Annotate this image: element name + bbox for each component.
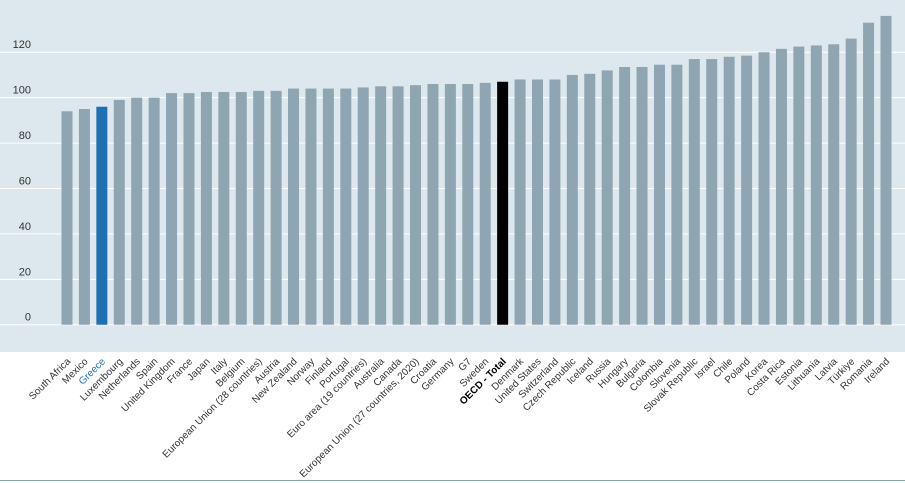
- bar-luxembourg: [113, 99, 125, 325]
- bar-south-africa: [61, 111, 73, 325]
- bar-colombia: [653, 64, 665, 325]
- bar-portugal: [340, 88, 352, 325]
- bar-italy: [218, 91, 230, 325]
- y-tick-label: 120: [13, 39, 31, 51]
- x-axis-labels: South AfricaMexicoGreeceLuxembourgNether…: [27, 356, 892, 480]
- bar-denmark: [514, 79, 526, 325]
- y-tick-label: 20: [19, 266, 31, 278]
- bar-t-rkiye: [845, 38, 857, 325]
- y-tick-label: 40: [19, 221, 31, 233]
- bar-netherlands: [131, 97, 143, 325]
- bar-mexico: [78, 109, 90, 325]
- bar-united-kingdom: [166, 93, 178, 325]
- bar-croatia: [427, 84, 439, 325]
- bar-austria: [270, 90, 282, 325]
- bar-greece: [96, 106, 108, 325]
- bar-japan: [200, 91, 212, 325]
- bar-australia: [375, 86, 387, 325]
- bar-bulgaria: [636, 66, 648, 325]
- bar-new-zealand: [288, 88, 300, 325]
- bar-israel: [706, 59, 718, 325]
- bar-costa-rica: [775, 48, 787, 325]
- y-tick-label: 100: [13, 85, 31, 97]
- bar-czech-republic: [566, 74, 578, 325]
- bar-spain: [148, 97, 160, 325]
- bar-switzerland: [549, 79, 561, 325]
- bar-united-states: [531, 79, 543, 325]
- bar-korea: [758, 52, 770, 325]
- bar-hungary: [619, 66, 631, 325]
- bar-lithuania: [810, 45, 822, 325]
- bar-slovak-republic: [688, 59, 700, 325]
- bar-chile: [723, 56, 735, 325]
- bar-latvia: [828, 44, 840, 325]
- bar-sweden: [479, 82, 491, 325]
- y-tick-label: 80: [19, 130, 31, 142]
- bars: [61, 15, 892, 325]
- bottom-rule: [0, 480, 905, 481]
- bar-g7: [462, 84, 474, 325]
- bar-slovenia: [671, 64, 683, 325]
- bar-iceland: [584, 73, 596, 325]
- bar-ireland: [880, 15, 892, 325]
- bar-canada: [392, 86, 404, 325]
- bar-russia: [601, 70, 613, 325]
- bar-estonia: [793, 46, 805, 325]
- y-tick-label: 0: [25, 312, 31, 324]
- bar-norway: [305, 88, 317, 325]
- bar-germany: [444, 84, 456, 325]
- bar-oecd-total: [497, 81, 509, 325]
- bar-european-union-27-countries-2020: [410, 85, 422, 325]
- bar-belgium: [235, 91, 247, 325]
- bar-finland: [322, 88, 334, 325]
- bar-poland: [741, 55, 753, 325]
- y-axis-ticks: 0 20 40 60 80 100 120: [13, 39, 31, 324]
- bar-romania: [863, 22, 875, 325]
- y-tick-label: 60: [19, 175, 31, 187]
- bar-european-union-28-countries: [253, 90, 265, 325]
- bar-france: [183, 93, 195, 325]
- bar-euro-area-19-countries: [357, 87, 369, 325]
